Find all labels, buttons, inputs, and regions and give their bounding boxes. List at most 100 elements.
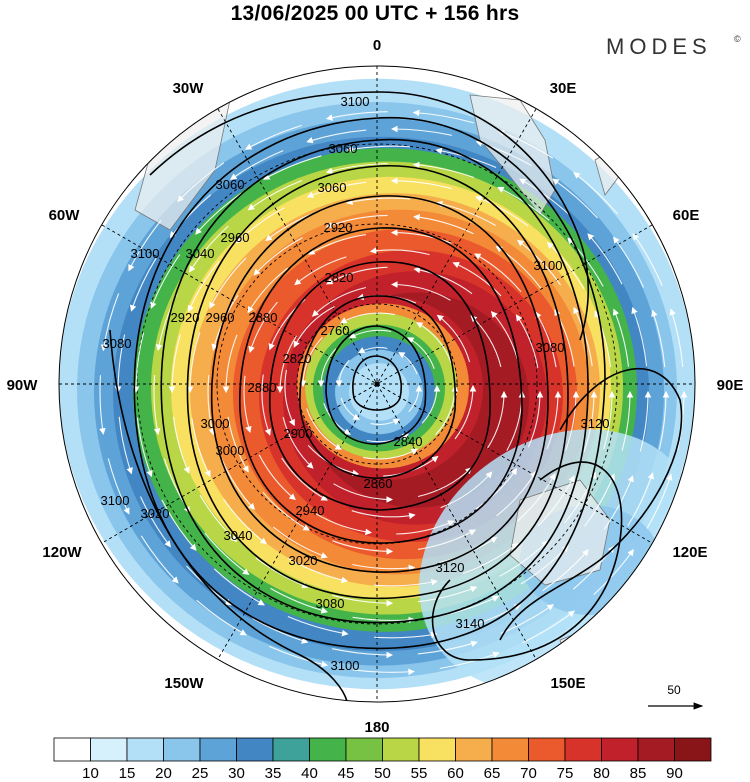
streamline-78 [583, 390, 598, 453]
streamline-92 [603, 390, 616, 450]
streamline-65 [565, 390, 580, 451]
contour-label-group: 3060 [216, 177, 245, 192]
streamline-145 [572, 545, 615, 590]
streamline-40 [413, 266, 473, 295]
streamline-128 [462, 604, 521, 629]
lon-label-0: 0 [373, 37, 381, 54]
contour-label: 2960 [221, 230, 250, 245]
streamline-55 [417, 529, 476, 550]
streamline-36 [281, 457, 328, 501]
streamline-123 [567, 237, 604, 287]
streamline-63 [474, 253, 522, 293]
contour-3060 [133, 116, 606, 650]
contour-3140 [431, 461, 623, 661]
streamline-7 [366, 433, 409, 443]
contour-label: 3100 [131, 246, 160, 261]
contour-label-group: 3100 [341, 94, 370, 109]
streamline-44 [396, 520, 455, 535]
streamline-156 [229, 150, 284, 180]
streamline-178 [325, 111, 388, 121]
streamline-165 [593, 549, 634, 596]
streamline-17 [416, 322, 452, 364]
streamline-138 [346, 145, 410, 153]
streamline-64 [535, 311, 557, 368]
colorbar-swatch [90, 737, 128, 762]
streamline-162 [651, 309, 666, 368]
streamline-93 [564, 471, 597, 524]
lon-label-120e: 120E [672, 544, 707, 561]
streamline-56 [332, 540, 394, 555]
contour-label-group: 3040 [224, 528, 253, 543]
streamline-42 [527, 390, 544, 448]
streamline-133 [136, 417, 153, 478]
streamline-173 [99, 375, 106, 435]
contour-label-group: 2880 [248, 380, 277, 395]
map-title: 13/06/2025 00 UTC + 156 hrs [230, 2, 520, 25]
streamline-177 [245, 124, 302, 150]
contour-label: 3040 [186, 246, 215, 261]
streamline-1 [370, 418, 400, 425]
contour-3000 [186, 165, 569, 600]
colorbar-label: 80 [593, 765, 610, 782]
contour-label: 3000 [201, 416, 230, 431]
streamline-166 [522, 610, 575, 644]
streamline-29 [276, 335, 297, 394]
streamline-176 [177, 162, 225, 203]
colorbar-swatch [418, 737, 456, 762]
streamline-15 [299, 336, 323, 388]
lon-label-30w: 30W [173, 80, 205, 97]
streamline-97 [255, 557, 309, 589]
contour-label: 3080 [103, 336, 132, 351]
streamline-116 [153, 375, 161, 436]
contour-label: 3000 [216, 443, 245, 458]
contour-label-group: 2960 [206, 310, 235, 325]
streamline-144 [627, 472, 654, 527]
colorbar-label: 40 [301, 765, 318, 782]
streamline-148 [332, 648, 394, 659]
streamline-114 [204, 532, 250, 575]
streamline-158 [390, 125, 452, 136]
streamline-105 [475, 195, 529, 227]
streamline-154 [130, 257, 157, 312]
streamline-22 [293, 306, 335, 348]
streamline-74 [325, 214, 388, 229]
contour-label-group: 3140 [456, 616, 485, 631]
contour-label: 2940 [296, 503, 325, 518]
streamline-27 [333, 483, 394, 503]
streamline-28 [282, 416, 314, 469]
streamline-100 [168, 334, 181, 394]
streamline-85 [186, 331, 201, 394]
streamline-80 [462, 542, 519, 575]
contour-3120 [499, 367, 683, 641]
colorbar-swatch [236, 737, 274, 762]
colorbar [53, 737, 712, 762]
contour-label-group: 3100 [131, 246, 160, 261]
streamline-79 [537, 475, 575, 527]
streamline-121 [412, 161, 475, 179]
contour-label-group: 2940 [296, 503, 325, 518]
lon-label-180: 180 [364, 719, 389, 736]
pole-marker [374, 381, 380, 387]
contour-label-group: 3020 [141, 506, 170, 521]
contour-label: 2920 [324, 220, 353, 235]
contour-label-group: 2880 [249, 310, 278, 325]
lon-label-150w: 150W [164, 675, 204, 692]
streamline-141 [587, 233, 623, 285]
contour-label: 3120 [581, 416, 610, 431]
colorbar-swatch [163, 737, 201, 762]
colorbar-swatch [199, 737, 237, 762]
streamline-86 [209, 257, 247, 309]
streamline-14 [306, 408, 342, 450]
streamline-76 [495, 245, 542, 289]
streamline-45 [315, 513, 372, 536]
contour-label-group: 3080 [536, 340, 565, 355]
brand-logo: MODES [606, 34, 712, 59]
wind-band-19 [349, 363, 409, 421]
contour-label-group: 3060 [329, 141, 358, 156]
streamline-58 [227, 416, 249, 473]
streamline-57 [262, 491, 310, 531]
map-border [58, 65, 696, 703]
streamline-83 [222, 498, 267, 545]
